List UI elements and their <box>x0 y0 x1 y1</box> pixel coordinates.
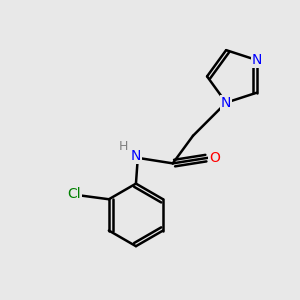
Text: N: N <box>131 149 141 163</box>
Text: N: N <box>252 53 262 67</box>
Text: N: N <box>221 96 231 110</box>
Text: H: H <box>119 140 128 153</box>
Text: Cl: Cl <box>67 187 81 201</box>
Text: O: O <box>209 151 220 165</box>
